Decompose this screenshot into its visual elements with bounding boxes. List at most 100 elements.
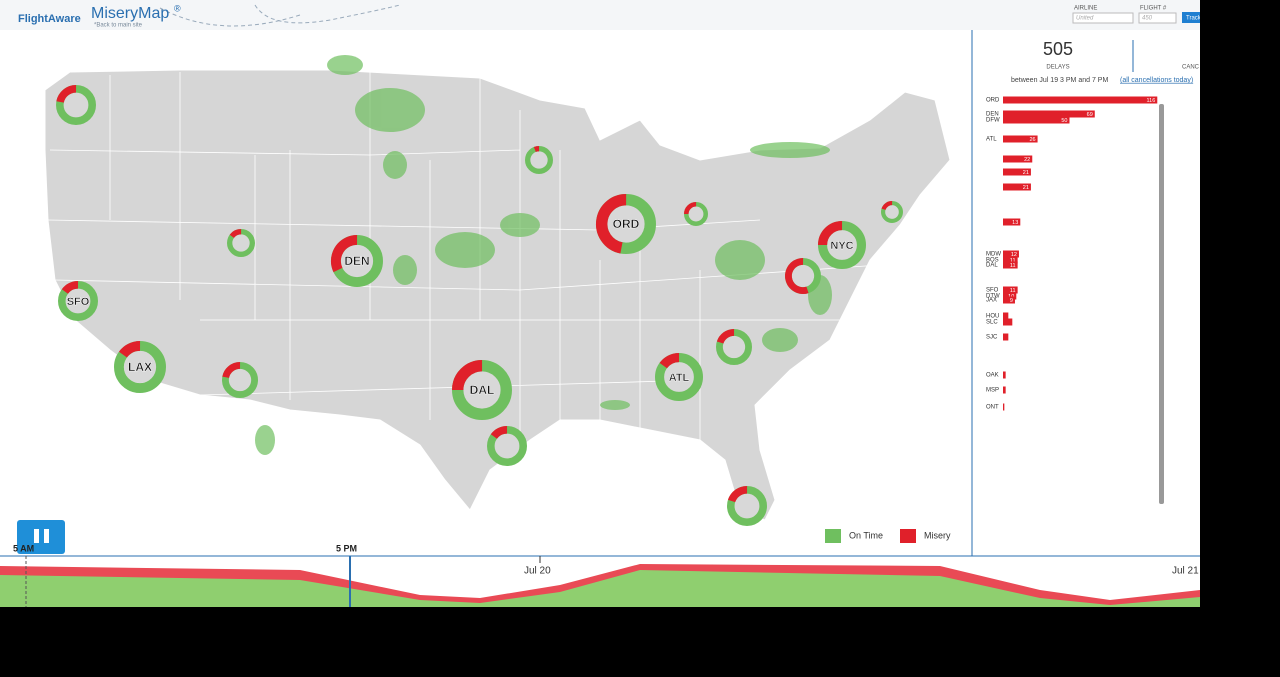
donut-misery bbox=[525, 146, 554, 175]
timeline-start: 5 AM bbox=[13, 543, 34, 553]
donut-inner bbox=[664, 362, 694, 392]
bar-code: MDW bbox=[986, 252, 1001, 258]
donut-inner bbox=[688, 206, 704, 222]
airport-label: LAX bbox=[128, 360, 152, 374]
bar-code: JAX bbox=[986, 298, 997, 304]
donut-inner bbox=[340, 244, 374, 278]
scrollbar bbox=[1159, 104, 1164, 504]
bar-code: BOS bbox=[986, 258, 999, 264]
donut-misery bbox=[222, 361, 259, 398]
donut-misery bbox=[55, 84, 97, 125]
us-map bbox=[44, 69, 951, 521]
delays-count: 505 bbox=[1043, 39, 1073, 59]
donut-misery bbox=[818, 221, 867, 270]
canc-label: CANC bbox=[1182, 65, 1200, 71]
header-deco bbox=[159, 4, 401, 27]
donut-inner bbox=[463, 371, 501, 409]
legend-misery: Misery bbox=[924, 530, 951, 540]
bar-code: ATL bbox=[986, 137, 997, 143]
timeline-ontime-area bbox=[0, 570, 1200, 607]
airport-label: DEN bbox=[344, 254, 369, 268]
donut-misery bbox=[880, 200, 903, 223]
airport-label: NYC bbox=[830, 240, 853, 252]
radar bbox=[255, 55, 832, 455]
donut-misery bbox=[727, 486, 768, 527]
bar-value: 21 bbox=[1023, 185, 1029, 191]
bar-value: 22 bbox=[1024, 157, 1030, 163]
track-text: Track bbox=[1186, 16, 1202, 22]
donut-inner bbox=[63, 92, 89, 118]
donut-inner bbox=[885, 205, 899, 219]
airport-label: SFO bbox=[67, 296, 90, 308]
delay-bar bbox=[1003, 116, 1070, 124]
bar-code: ORD bbox=[986, 98, 1000, 104]
flight-input[interactable] bbox=[1138, 12, 1177, 24]
donut-misery bbox=[451, 359, 512, 420]
timeline-current: 5 PM bbox=[336, 543, 357, 553]
airport-label: ATL bbox=[669, 372, 690, 384]
flight-placeholder: 450 bbox=[1142, 16, 1153, 22]
delay-bar bbox=[1003, 403, 1005, 411]
bar-code: HOU bbox=[986, 314, 999, 320]
delay-bar bbox=[1003, 292, 1017, 300]
delay-bar bbox=[1003, 183, 1031, 191]
airport-label: ORD bbox=[613, 217, 640, 231]
delay-bar bbox=[1003, 333, 1009, 341]
legend-swatch-misery bbox=[900, 529, 916, 543]
delay-bar bbox=[1003, 296, 1015, 304]
donut-misery bbox=[57, 281, 98, 322]
bar-code: DTW bbox=[986, 294, 1000, 300]
donut-misery bbox=[226, 228, 255, 257]
bar-value: 26 bbox=[1029, 137, 1035, 143]
bar-code: SJC bbox=[986, 335, 998, 341]
delay-bar bbox=[1003, 218, 1021, 226]
donut-inner bbox=[607, 205, 645, 243]
delay-bar bbox=[1003, 110, 1095, 118]
reg-mark: ® bbox=[174, 3, 181, 13]
bar-code: OAK bbox=[986, 373, 999, 379]
delay-bar bbox=[1003, 96, 1158, 104]
donut-misery bbox=[114, 340, 166, 393]
bar-value: 13 bbox=[1012, 220, 1018, 226]
dynamic: ORD DEN NYC SFO LAX DAL ATL ORD 116 DEN 69 DFW 50 ATL… bbox=[55, 84, 1158, 527]
donut-misery bbox=[654, 353, 704, 402]
donut-misery bbox=[330, 234, 383, 287]
bar-value: 50 bbox=[1061, 118, 1067, 124]
bar-value: 9 bbox=[1010, 298, 1013, 304]
delay-bar bbox=[1003, 286, 1018, 294]
donut-inner bbox=[827, 230, 857, 260]
track-clip: Track bbox=[1186, 16, 1202, 22]
donut-inner bbox=[791, 264, 815, 288]
delays-label: DELAYS bbox=[1046, 65, 1069, 71]
airline-label: AIRLINE bbox=[1074, 6, 1097, 12]
delay-bar bbox=[1003, 135, 1038, 143]
bar-code: MSP bbox=[986, 388, 999, 394]
pause-icon-l bbox=[34, 529, 39, 543]
bar-code: DFW bbox=[986, 118, 1000, 124]
airline-input[interactable] bbox=[1072, 12, 1134, 24]
pause-button[interactable] bbox=[17, 520, 65, 554]
bar-code: SLC bbox=[986, 320, 998, 326]
delay-bar bbox=[1003, 261, 1018, 269]
bar-code: SFO bbox=[986, 288, 999, 294]
back-link[interactable]: *Back to main site bbox=[94, 23, 143, 29]
delay-bar bbox=[1003, 256, 1018, 264]
bar-value: 69 bbox=[1087, 112, 1093, 118]
delay-bar bbox=[1003, 386, 1006, 394]
track-button[interactable] bbox=[1182, 12, 1200, 23]
brand: FlightAware bbox=[18, 13, 81, 25]
timeline-day1: Jul 20 bbox=[524, 566, 551, 577]
bar-value: 21 bbox=[1023, 170, 1029, 176]
header-bar bbox=[0, 0, 1200, 30]
donut-misery bbox=[683, 202, 708, 227]
app-title: MiseryMap bbox=[91, 5, 169, 22]
bar-value: 11 bbox=[1010, 288, 1016, 294]
flight-label: FLIGHT # bbox=[1140, 6, 1167, 12]
donut-inner bbox=[123, 350, 157, 384]
delay-bar bbox=[1003, 371, 1006, 379]
canc-link[interactable]: (all cancellations today) bbox=[1120, 77, 1193, 84]
bar-value: 11 bbox=[1010, 263, 1016, 269]
pause-icon-r bbox=[44, 529, 49, 543]
delay-bar bbox=[1003, 250, 1019, 258]
